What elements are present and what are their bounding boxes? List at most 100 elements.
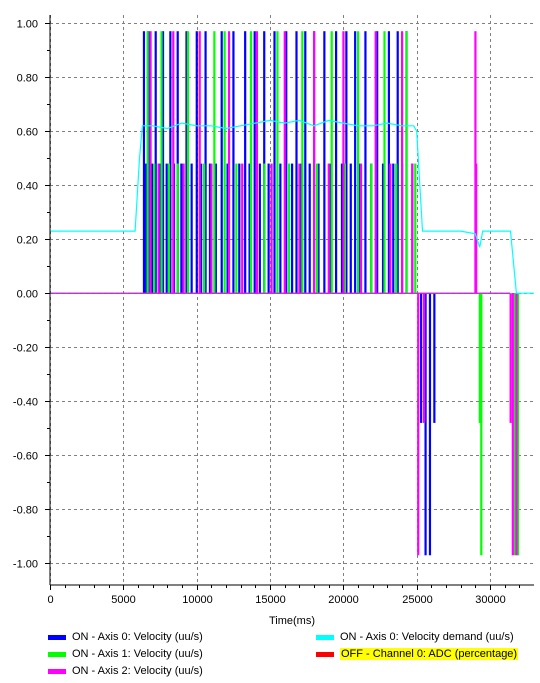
series-layer [50, 31, 534, 556]
pulse-mark [182, 163, 185, 294]
pulse-mark [214, 163, 217, 294]
pulse-mark [475, 163, 478, 294]
pulse-mark [417, 293, 420, 556]
pulse-mark [226, 163, 229, 294]
pulse-mark [381, 163, 385, 294]
pulse-mark [480, 293, 483, 556]
pulse-mark [195, 31, 198, 294]
pulse-mark [185, 31, 188, 294]
pulse-mark [340, 163, 344, 294]
pulse-mark [263, 31, 266, 294]
legend-swatch [316, 634, 334, 640]
pulse-mark [374, 31, 377, 294]
y-tick-label: -0.60 [13, 451, 38, 463]
pulse-mark [200, 163, 203, 294]
legend-item-axis0-velocity[interactable]: ON - Axis 0: Velocity (uu/s) [48, 630, 203, 644]
pulse-mark [283, 31, 286, 294]
y-axis-ticks: 1.00 0.80 0.60 0.40 0.20 0.00 -0.20 -0.40 -0.60 -… [13, 19, 50, 571]
pulse-mark [273, 31, 276, 294]
y-tick-label: 0.80 [17, 73, 38, 85]
legend-item-axis1-velocity[interactable]: ON - Axis 1: Velocity (uu/s) [48, 647, 203, 661]
y-tick-label: 0.00 [17, 289, 38, 301]
pulse-mark [142, 31, 146, 294]
x-axis-ticks: 0 5000 10000 15000 20000 25000 30000 [47, 585, 520, 606]
pulse-mark [270, 163, 273, 294]
pulse-mark [401, 31, 404, 294]
pulse-mark [396, 31, 399, 294]
x-tick-label: 25000 [402, 594, 433, 606]
pulse-mark [515, 293, 518, 556]
pulse-mark [220, 31, 223, 294]
legend-state: ON [340, 631, 357, 643]
legend-separator: - [356, 631, 366, 643]
legend-separator: - [88, 665, 98, 677]
pulse-mark [186, 31, 190, 294]
pulse-mark [279, 163, 282, 294]
legend-label: Axis 0: Velocity demand (uu/s) [365, 631, 514, 643]
pulse-mark [383, 31, 386, 294]
pulse-mark [288, 163, 291, 294]
pulse-mark [364, 31, 367, 294]
pulse-mark [241, 163, 244, 294]
pulse-mark [428, 293, 432, 556]
legend-label: Channel 0: ADC (percentage) [372, 648, 518, 660]
pulse-mark [509, 293, 512, 423]
legend-label: Axis 2: Velocity (uu/s) [97, 665, 203, 677]
pulse-mark [145, 163, 148, 294]
y-tick-label: 0.20 [17, 235, 38, 247]
pulse-mark [285, 31, 288, 294]
pulse-mark [276, 31, 279, 294]
pulse-mark [323, 31, 326, 294]
series-line [50, 119, 534, 294]
series-2 [50, 31, 518, 556]
pulse-mark [190, 163, 193, 294]
legend-separator: - [363, 648, 373, 660]
pulse-mark [253, 31, 256, 294]
pulse-mark [161, 31, 165, 294]
legend-swatch [48, 651, 66, 657]
pulse-mark [153, 163, 156, 294]
pulse-mark [238, 163, 241, 294]
pulse-mark [176, 31, 179, 294]
pulse-mark [359, 163, 363, 294]
legend-item-axis2-velocity[interactable]: ON - Axis 2: Velocity (uu/s) [48, 664, 203, 678]
legend-item-axis0-velocity-demand[interactable]: ON - Axis 0: Velocity demand (uu/s) [316, 630, 514, 644]
pulse-mark [354, 31, 357, 294]
pulse-mark [157, 163, 160, 294]
pulse-mark [167, 163, 170, 294]
pulse-mark [478, 293, 481, 423]
pulse-mark [317, 163, 320, 294]
pulse-mark [301, 31, 304, 294]
pulse-mark [180, 163, 183, 294]
pulse-mark [329, 163, 332, 294]
pulse-mark [149, 31, 152, 294]
pulse-mark [298, 163, 301, 294]
pulse-mark [232, 31, 235, 294]
x-tick-label: 30000 [475, 594, 506, 606]
y-tick-label: -1.00 [13, 559, 38, 571]
legend-item-channel0-adc[interactable]: OFF - Channel 0: ADC (percentage) [316, 647, 519, 661]
x-axis-label: Time(ms) [269, 615, 315, 627]
pulse-mark [154, 31, 157, 294]
pulse-mark [160, 31, 163, 294]
pulse-mark [263, 163, 266, 294]
y-tick-label: 0.40 [17, 181, 38, 193]
pulse-mark [357, 31, 360, 294]
plot-area [50, 15, 534, 585]
pulse-mark [420, 293, 423, 423]
pulse-mark [291, 163, 294, 294]
pulse-mark [146, 31, 149, 294]
pulse-mark [244, 31, 247, 294]
pulse-mark [335, 31, 338, 294]
pulse-mark [223, 31, 226, 294]
pulse-mark [235, 163, 238, 294]
legend-swatch [316, 651, 334, 657]
pulse-mark [474, 31, 477, 294]
pulse-mark [198, 31, 201, 294]
legend-state: ON [72, 665, 89, 677]
pulse-mark [299, 163, 302, 294]
pulse-mark [150, 163, 154, 294]
pulse-mark [208, 163, 212, 294]
pulse-mark [358, 163, 361, 294]
pulse-mark [405, 31, 408, 294]
